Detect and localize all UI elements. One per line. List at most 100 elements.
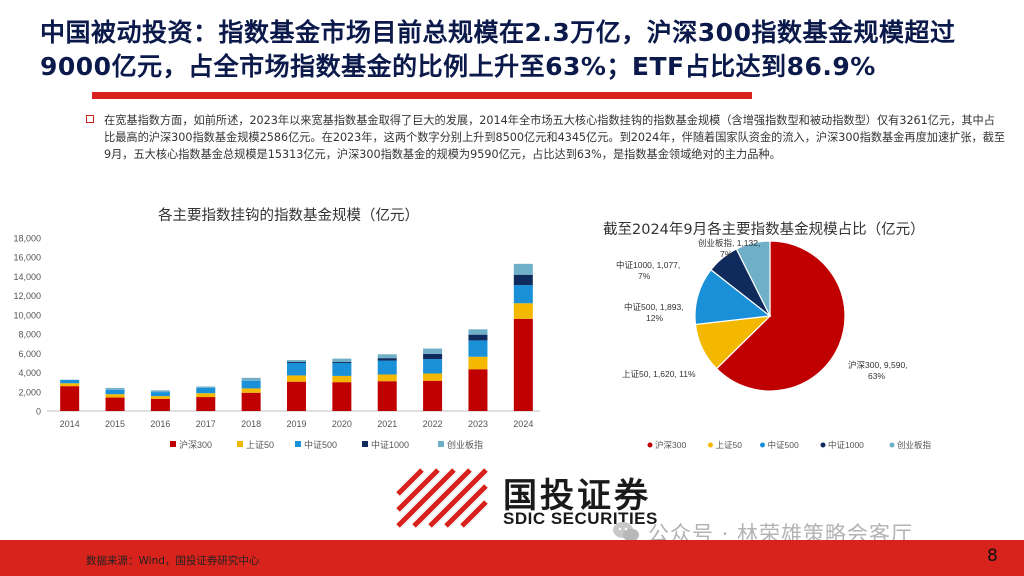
y-tick-label: 10,000 [13,310,41,320]
legend-swatch [889,442,895,448]
square-bullet-icon [86,115,94,123]
bar-segment [513,285,533,304]
pie-data-label: 沪深300, 9,590, 63% [848,360,908,381]
bar-segment [332,361,352,363]
pie-data-label: 中证500, 1,893, 12% [624,302,684,323]
y-tick-label: 14,000 [13,272,41,282]
bar-segment [423,373,443,381]
pie-data-label: 中证1000, 1,077, 7% [616,260,680,281]
pie-chart-title: 截至2024年9月各主要指数基金规模占比（亿元） [603,222,925,238]
bar-segment [468,356,488,370]
x-tick-label: 2023 [468,419,488,429]
legend-label: 创业板指 [447,439,483,450]
y-tick-label: 6,000 [18,349,41,359]
legend-label: 中证1000 [828,440,864,450]
title-underline [92,92,752,99]
bar-segment [60,386,80,411]
footer-source: 数据来源：Wind，国投证券研究中心 [86,555,260,567]
bar-segment [513,263,533,275]
bar-segment [150,396,170,399]
legend-swatch [820,442,826,448]
bar-segment [287,375,306,382]
bar-segment [377,374,397,382]
x-tick-label: 2021 [377,419,397,429]
bar-segment [423,359,443,374]
x-tick-label: 2015 [105,419,125,429]
y-tick-label: 8,000 [18,330,41,340]
x-tick-label: 2016 [150,419,170,429]
bar-segment [105,387,125,390]
logo-mark-icon [396,468,488,528]
bar-segment [468,369,488,411]
bar-segment [150,398,170,411]
bar-segment [60,379,80,384]
x-tick-label: 2018 [241,419,261,429]
bar-segment [377,358,397,361]
x-tick-label: 2017 [196,419,216,429]
bar-segment [287,361,306,363]
bar-segment [513,274,533,286]
bar-chart: 0 2,000 4,000 6,000 8,000 10,000 12,000 14,000 1… [13,234,540,450]
bar-segment [287,362,306,376]
legend-label: 上证50 [246,440,274,450]
bullet-paragraph: 在宽基指数方面，如前所述，2023年以来宽基指数基金取得了巨大的发展，2014年… [86,112,1006,163]
footer-bar [0,540,1024,576]
bar-segment [377,360,397,375]
y-tick-label: 18,000 [13,234,41,244]
bar-segment [423,353,443,360]
pie-slice [715,240,846,392]
legend-label: 中证1000 [371,439,409,450]
bar-segment [196,386,216,388]
legend-swatch [237,441,243,447]
bar-segment [377,381,397,411]
legend-label: 沪深300 [655,440,686,450]
bar-segment [468,334,488,341]
legend-label: 上证50 [716,440,743,450]
y-tick-label: 12,000 [13,291,41,301]
bar-segment [150,390,170,393]
x-tick-label: 2014 [60,419,80,429]
bar-segment [150,392,170,397]
y-tick-label: 16,000 [13,253,41,263]
page-title: 中国被动投资：指数基金市场目前总规模在2.3万亿，沪深300指数基金规模超过90… [40,18,956,81]
legend-label: 创业板指 [897,440,932,450]
bar-segment [332,382,352,411]
bar-segment [377,354,397,359]
bar-segment [332,362,352,376]
x-tick-label: 2022 [423,419,443,429]
bar-segment [513,303,533,319]
y-tick-label: 2,000 [18,387,41,397]
y-tick-label: 4,000 [18,368,41,378]
x-tick-label: 2024 [513,419,533,429]
bar-segment [468,329,488,335]
legend-label: 中证500 [768,440,799,450]
bar-segment [241,380,261,389]
legend-swatch [438,441,444,447]
bar-segment [287,360,306,362]
wechat-icon [613,522,639,542]
bar-segment [196,393,216,398]
pie-slice [694,268,772,326]
legend-label: 中证500 [304,439,337,450]
legend-label: 沪深300 [179,439,212,450]
pie-chart: 沪深300, 9,590, 63% 上证50, 1,620, 11% 中证500, 1… [616,238,932,450]
bar-segment [332,375,352,383]
bar-segment [241,388,261,393]
bar-segment [60,383,80,387]
legend-swatch [647,442,653,448]
bar-segment [513,318,533,411]
x-tick-label: 2019 [286,419,306,429]
pie-data-label: 上证50, 1,620, 11% [622,369,696,379]
bar-chart-title: 各主要指数挂钩的指数基金规模（亿元） [158,208,419,224]
pie-data-label: 创业板指, 1,132, 7% [698,238,760,259]
bar-segment [196,387,216,394]
bar-segment [423,348,443,354]
bar-segment [468,340,488,357]
logo-name: 国投证券 [503,476,651,516]
page-number: 8 [987,546,998,566]
bar-segment [105,397,125,411]
bar-segment [287,381,306,411]
legend-swatch [708,442,713,448]
pie-slice [735,240,771,317]
bar-segment [332,358,352,362]
